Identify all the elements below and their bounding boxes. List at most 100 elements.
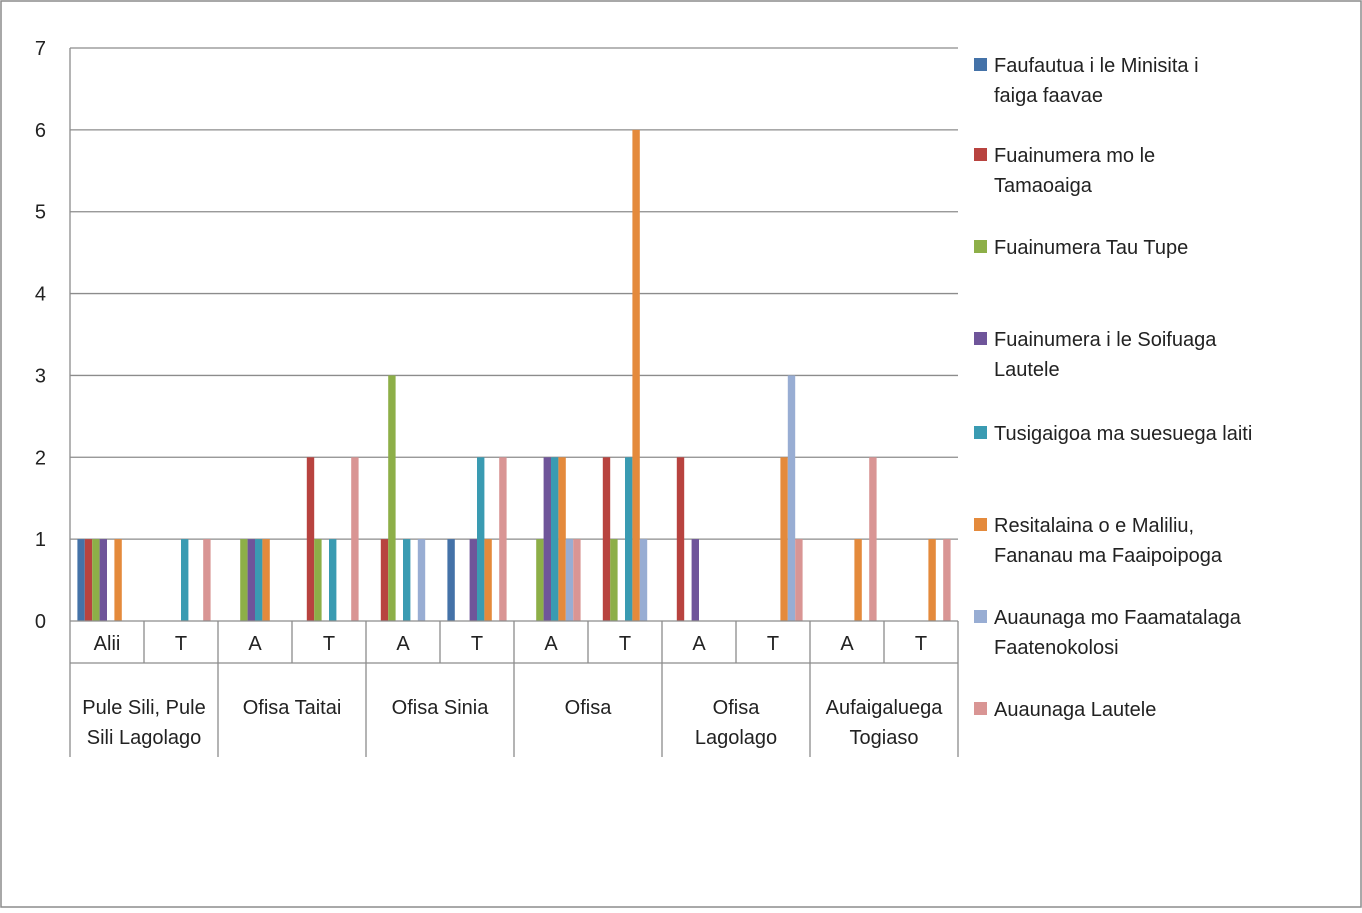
bar bbox=[380, 539, 389, 621]
legend-label: Tusigaigoa ma suesuega laiti bbox=[994, 423, 1252, 445]
bar bbox=[484, 539, 492, 621]
category-label: T bbox=[323, 633, 335, 655]
legend-label: Faatenokolosi bbox=[994, 637, 1119, 659]
legend-label: Auaunaga mo Faamatalaga bbox=[994, 607, 1242, 629]
bar bbox=[676, 457, 685, 621]
bar bbox=[499, 457, 507, 621]
y-tick-label: 3 bbox=[35, 365, 46, 387]
bar bbox=[691, 539, 699, 621]
bars bbox=[77, 129, 951, 621]
bar bbox=[388, 375, 396, 621]
bar bbox=[447, 539, 455, 621]
y-tick-label: 5 bbox=[35, 202, 46, 224]
bar bbox=[780, 457, 788, 621]
bar bbox=[536, 539, 544, 621]
category-label: T bbox=[619, 633, 631, 655]
y-tick-label: 7 bbox=[35, 38, 46, 60]
bar bbox=[943, 539, 951, 621]
y-tick-label: 1 bbox=[35, 529, 46, 551]
bar bbox=[477, 457, 485, 621]
bar bbox=[632, 129, 640, 621]
legend-label: Faufautua i le Minisita i bbox=[994, 55, 1199, 77]
bar bbox=[551, 457, 559, 621]
bar bbox=[573, 539, 581, 621]
y-tick-label: 6 bbox=[35, 120, 46, 142]
bar bbox=[306, 457, 315, 621]
category-label: T bbox=[471, 633, 483, 655]
bar bbox=[639, 539, 648, 621]
legend-label: Auaunaga Lautele bbox=[994, 699, 1156, 721]
category-axis: Alii T A T A T A T A T A T Pule Sili, Pule Sili Lagol… bbox=[69, 620, 959, 757]
bar bbox=[114, 539, 122, 621]
bar bbox=[240, 539, 248, 621]
bar bbox=[203, 539, 211, 621]
bar bbox=[329, 539, 337, 621]
y-tick-label: 4 bbox=[35, 284, 46, 306]
category-label: A bbox=[544, 633, 558, 655]
bar bbox=[869, 457, 877, 621]
legend-swatch bbox=[974, 148, 987, 161]
bar bbox=[403, 539, 411, 621]
legend-swatch bbox=[974, 332, 987, 345]
category-label: A bbox=[396, 633, 410, 655]
legend-label: Lautele bbox=[994, 359, 1060, 381]
legend-label: Tamaoaiga bbox=[994, 175, 1093, 197]
group-label: Ofisa Sinia bbox=[392, 697, 490, 719]
bar bbox=[928, 539, 936, 621]
y-tick-label: 0 bbox=[35, 611, 46, 633]
group-label: Sili Lagolago bbox=[87, 727, 202, 749]
legend-label: faiga faavae bbox=[994, 85, 1103, 107]
group-label: Aufaigaluega bbox=[826, 697, 944, 719]
bar bbox=[99, 539, 107, 621]
bar bbox=[625, 457, 633, 621]
bar bbox=[543, 457, 551, 621]
group-label: Pule Sili, Pule bbox=[82, 697, 205, 719]
bar bbox=[247, 539, 255, 621]
bar bbox=[602, 457, 611, 621]
bar bbox=[84, 539, 93, 621]
bar bbox=[92, 539, 100, 621]
category-label: A bbox=[692, 633, 706, 655]
legend-label: Fuainumera i le Soifuaga bbox=[994, 329, 1217, 351]
bar bbox=[610, 539, 618, 621]
bar bbox=[417, 539, 426, 621]
category-label: T bbox=[915, 633, 927, 655]
bar bbox=[787, 375, 796, 621]
legend-swatch bbox=[974, 518, 987, 531]
bar bbox=[314, 539, 322, 621]
legend-swatch bbox=[974, 426, 987, 439]
legend-swatch bbox=[974, 610, 987, 623]
bar bbox=[255, 539, 263, 621]
bar bbox=[565, 539, 574, 621]
group-label: Lagolago bbox=[695, 727, 777, 749]
category-label: A bbox=[248, 633, 262, 655]
category-label: A bbox=[840, 633, 854, 655]
category-label: T bbox=[767, 633, 779, 655]
legend-label: Fuainumera mo le bbox=[994, 145, 1155, 167]
category-label: Alii bbox=[94, 633, 121, 655]
legend-label: Fuainumera Tau Tupe bbox=[994, 237, 1188, 259]
bar bbox=[77, 539, 85, 621]
group-label: Ofisa Taitai bbox=[243, 697, 342, 719]
bar bbox=[469, 539, 477, 621]
bar bbox=[795, 539, 803, 621]
bar bbox=[558, 457, 566, 621]
category-label: T bbox=[175, 633, 187, 655]
y-tick-label: 2 bbox=[35, 447, 46, 469]
bar bbox=[854, 539, 862, 621]
group-label: Togiaso bbox=[850, 727, 919, 749]
legend-label: Fananau ma Faaipoipoga bbox=[994, 545, 1223, 567]
legend-swatch bbox=[974, 702, 987, 715]
bar bbox=[181, 539, 189, 621]
legend-label: Resitalaina o e Maliliu, bbox=[994, 515, 1194, 537]
y-axis-ticks: 0 1 2 3 4 5 6 7 bbox=[35, 38, 46, 633]
gridlines bbox=[69, 47, 958, 621]
legend: Faufautua i le Minisita i faiga faavae Fua… bbox=[974, 55, 1252, 721]
legend-swatch bbox=[974, 240, 987, 253]
group-label: Ofisa bbox=[565, 697, 613, 719]
bar bbox=[351, 457, 359, 621]
bar bbox=[262, 539, 270, 621]
